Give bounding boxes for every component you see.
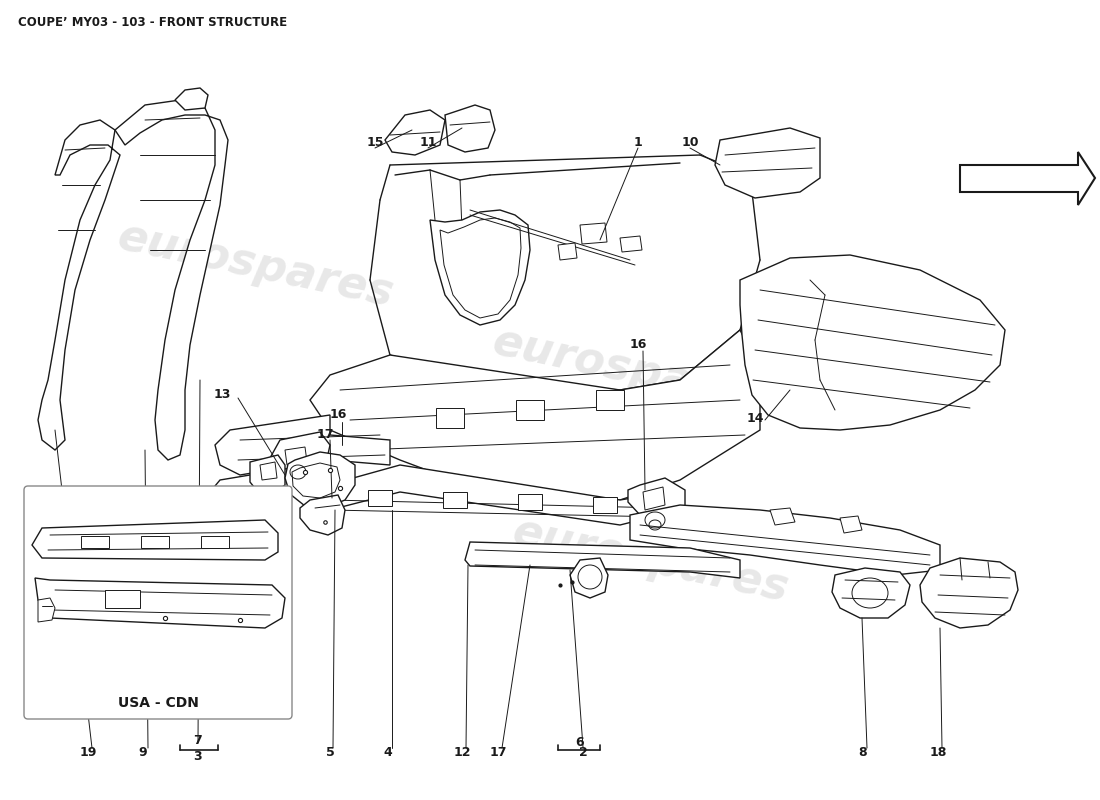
Text: 7: 7 [194,734,202,746]
Polygon shape [250,455,285,492]
Polygon shape [300,495,345,535]
Polygon shape [368,490,392,506]
Polygon shape [39,120,120,450]
Polygon shape [141,536,169,548]
Polygon shape [558,243,578,260]
Polygon shape [570,558,608,598]
Polygon shape [81,536,109,548]
Text: eurospares: eurospares [113,214,397,315]
Polygon shape [385,110,446,155]
Polygon shape [201,536,229,548]
Polygon shape [285,452,355,508]
Polygon shape [770,508,795,525]
Polygon shape [104,590,140,608]
Polygon shape [832,568,910,618]
Polygon shape [440,218,521,318]
Text: 6: 6 [575,737,584,750]
Text: 10: 10 [681,135,698,149]
Polygon shape [292,463,340,498]
Polygon shape [310,465,680,525]
Polygon shape [39,598,55,622]
Polygon shape [644,487,666,510]
Polygon shape [446,105,495,152]
Text: 16: 16 [629,338,647,351]
Text: eurospares: eurospares [508,510,792,610]
Text: 11: 11 [419,135,437,149]
Polygon shape [593,497,617,513]
Text: 17: 17 [490,746,507,759]
Polygon shape [443,492,468,508]
Polygon shape [116,100,228,460]
Polygon shape [465,542,740,578]
Polygon shape [516,400,544,420]
Polygon shape [214,415,390,475]
Text: 13: 13 [213,389,231,402]
Polygon shape [260,462,277,480]
Text: 5: 5 [326,746,334,759]
Text: 15: 15 [366,135,384,149]
Polygon shape [430,210,530,325]
Polygon shape [285,447,307,465]
Polygon shape [32,520,278,560]
Polygon shape [630,505,940,575]
Polygon shape [628,478,685,520]
Polygon shape [518,494,542,510]
Text: 2: 2 [579,746,587,759]
Text: eurospares: eurospares [488,320,772,420]
Text: 19: 19 [79,746,97,759]
Polygon shape [740,255,1005,430]
Polygon shape [580,223,607,244]
Text: 9: 9 [139,746,147,759]
Polygon shape [960,152,1094,205]
Text: 17: 17 [317,429,333,442]
Text: 3: 3 [194,750,202,763]
Text: 1: 1 [634,135,642,149]
Polygon shape [840,516,862,533]
Polygon shape [35,578,285,628]
Text: 18: 18 [930,746,947,759]
Polygon shape [920,558,1018,628]
FancyBboxPatch shape [24,486,292,719]
Polygon shape [210,460,330,502]
Polygon shape [310,330,760,500]
Polygon shape [436,408,464,428]
Text: COUPE’ MY03 - 103 - FRONT STRUCTURE: COUPE’ MY03 - 103 - FRONT STRUCTURE [18,15,287,29]
Polygon shape [596,390,624,410]
Text: 4: 4 [384,746,393,759]
Text: 16: 16 [329,409,346,422]
Text: 14: 14 [746,411,763,425]
Polygon shape [620,236,642,252]
Text: 12: 12 [453,746,471,759]
Polygon shape [175,88,208,110]
Text: 8: 8 [859,746,867,759]
Polygon shape [715,128,820,198]
Text: USA - CDN: USA - CDN [118,696,198,710]
Polygon shape [270,432,330,482]
